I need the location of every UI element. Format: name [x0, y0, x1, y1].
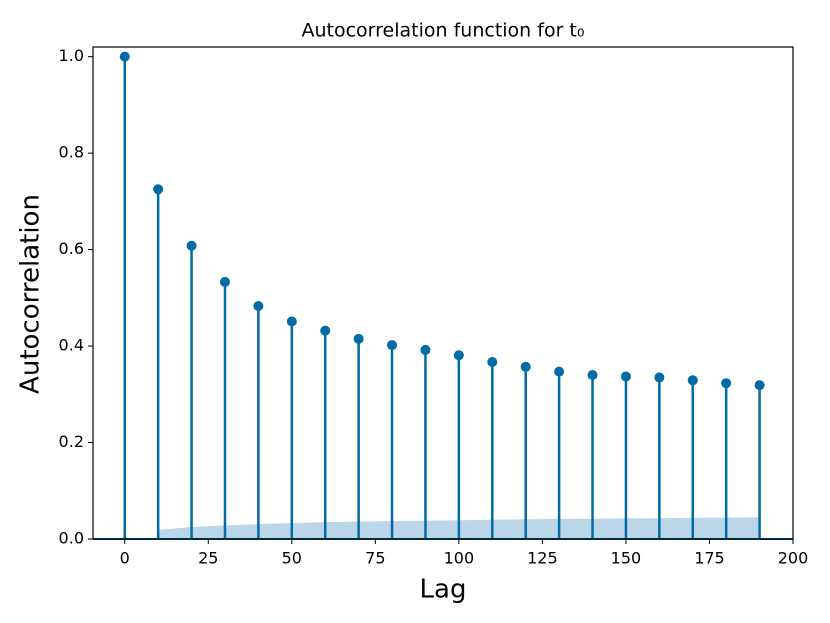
marker: [286, 316, 297, 327]
x-tick-label: 25: [198, 549, 218, 568]
marker: [620, 371, 631, 382]
y-tick-label: 0.4: [59, 336, 84, 355]
x-tick-label: 0: [120, 549, 130, 568]
x-tick-label: 100: [444, 549, 475, 568]
marker: [119, 51, 130, 62]
marker: [186, 240, 197, 251]
marker: [253, 301, 264, 312]
x-tick-label: 200: [778, 549, 809, 568]
plot-frame: [92, 46, 794, 540]
y-tick-label: 0.6: [59, 239, 84, 258]
y-tick-label: 1.0: [59, 46, 84, 65]
marker: [654, 372, 665, 383]
marker: [353, 333, 364, 344]
marker: [587, 370, 598, 380]
marker: [554, 366, 565, 377]
marker: [487, 356, 498, 367]
marker: [320, 325, 331, 336]
x-tick-label: 125: [527, 549, 558, 568]
x-tick-label: 150: [611, 549, 642, 568]
x-tick-label: 50: [282, 549, 302, 568]
marker: [687, 375, 698, 386]
y-tick-label: 0.2: [59, 432, 84, 451]
chart-title: Autocorrelation function for t₀: [302, 20, 585, 42]
marker: [721, 378, 732, 389]
y-tick-label: 0.0: [59, 529, 84, 548]
y-axis-label: Autocorrelation: [16, 194, 46, 394]
marker: [153, 184, 164, 195]
marker: [420, 344, 431, 355]
marker: [520, 361, 531, 372]
x-tick-label: 175: [694, 549, 725, 568]
y-tick-label: 0.8: [59, 143, 84, 162]
marker: [219, 276, 230, 287]
x-axis-label: Lag: [420, 575, 467, 605]
x-tick-label: 75: [365, 549, 385, 568]
marker: [387, 340, 398, 351]
marker: [453, 350, 464, 361]
marker: [754, 380, 765, 391]
